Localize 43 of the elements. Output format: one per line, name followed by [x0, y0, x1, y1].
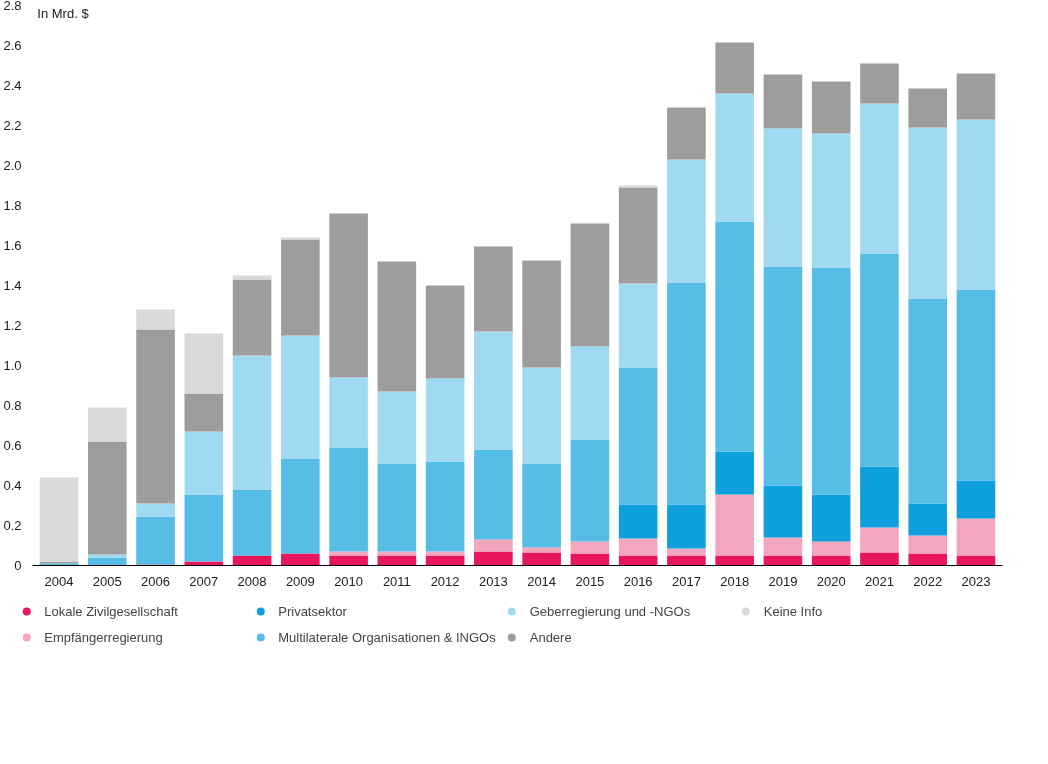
y-tick-label: 1.0 — [3, 358, 22, 373]
x-tick-label: 2022 — [913, 573, 943, 589]
x-tick-label: 2011 — [382, 573, 411, 589]
y-tick-label: 1.2 — [3, 318, 22, 333]
legend-label: Keine Info — [763, 603, 824, 619]
y-tick-label: 2.4 — [3, 78, 22, 93]
x-tick-label: 2004 — [44, 573, 74, 589]
x-tick-label: 2010 — [334, 573, 364, 589]
x-tick-label: 2015 — [575, 573, 605, 589]
y-tick-label: 0.8 — [3, 398, 22, 413]
y-tick-label: 2.0 — [3, 158, 22, 173]
y-tick-label: 0.6 — [3, 438, 22, 453]
x-tick-label: 2021 — [864, 573, 894, 589]
y-tick-label: 1.4 — [3, 278, 22, 293]
x-tick-label: 2018 — [720, 573, 750, 589]
legend-label: Lokale Zivilgesellschaft — [44, 603, 179, 619]
y-tick-label: 0 — [14, 558, 22, 573]
x-tick-label: 2020 — [816, 573, 846, 589]
x-tick-label: 2014 — [527, 573, 557, 589]
y-axis-title: In Mrd. $ — [37, 5, 90, 21]
legend-label: Empfängerregierung — [44, 629, 164, 645]
x-tick-label: 2016 — [623, 573, 653, 589]
x-tick-label: 2007 — [189, 573, 219, 589]
x-tick-label: 2017 — [671, 573, 701, 589]
x-tick-label: 2009 — [285, 573, 315, 589]
x-tick-label: 2019 — [768, 573, 798, 589]
y-tick-label: 2.2 — [3, 118, 22, 133]
y-tick-label: 1.8 — [3, 198, 22, 213]
x-tick-label: 2005 — [92, 573, 122, 589]
y-tick-label: 2.6 — [3, 38, 22, 53]
x-tick-label: 2012 — [430, 573, 460, 589]
legend-label: Privatsektor — [278, 603, 348, 619]
y-tick-label: 0.2 — [3, 518, 22, 533]
legend-label: Multilaterale Organisationen & INGOs — [278, 629, 496, 645]
legend-label: Andere — [529, 629, 573, 645]
x-tick-label: 2023 — [961, 573, 991, 589]
x-tick-label: 2008 — [237, 573, 267, 589]
y-tick-label: 2.8 — [3, 0, 22, 13]
y-tick-label: 1.6 — [3, 238, 22, 253]
legend-label: Geberregierung und -NGOs — [529, 603, 692, 619]
x-tick-label: 2013 — [478, 573, 508, 589]
y-tick-label: 0.4 — [3, 478, 22, 493]
x-tick-label: 2006 — [141, 573, 171, 589]
